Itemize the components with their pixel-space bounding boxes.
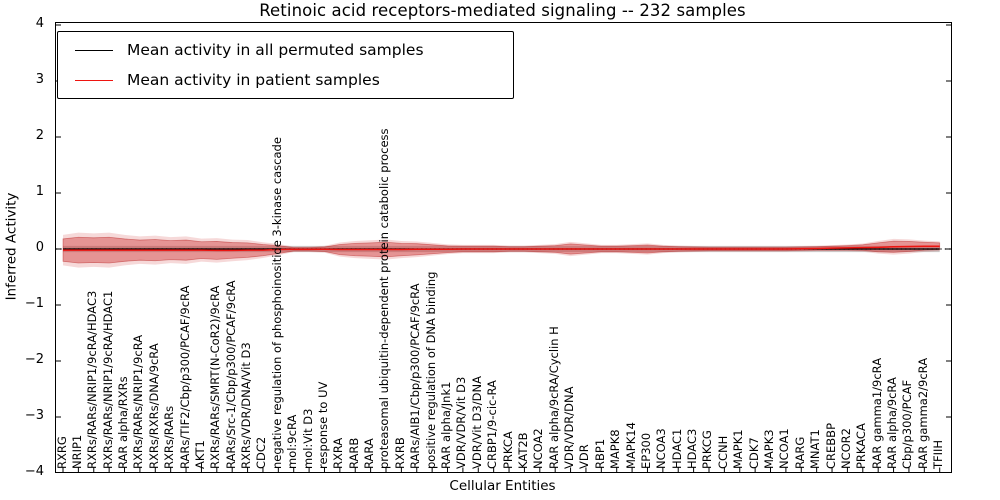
y-tick-label: 0 (35, 240, 44, 255)
x-tick-label: response to UV (315, 381, 330, 469)
chart-title: Retinoic acid receptors-mediated signali… (259, 1, 746, 20)
x-tick-label: HDAC1 (669, 428, 684, 469)
x-tick-label: RAR alpha/9cRA (885, 377, 900, 469)
permuted-line-swatch-icon (75, 49, 113, 51)
x-tick-label: RARG (792, 436, 807, 469)
x-tick-label: CCNH (715, 435, 730, 469)
x-tick-label: RXRs/RARs/NRIP1/9cRA/HDAC1 (100, 290, 115, 469)
x-tick-label: RXRB (392, 437, 407, 469)
x-tick-label: VDR (577, 444, 592, 469)
x-tick-label: RARB (346, 437, 361, 469)
y-tick-label: −3 (24, 408, 44, 423)
x-tick-label: MNAT1 (808, 429, 823, 469)
y-tick-label: 4 (35, 16, 44, 31)
x-tick-label: RAR alpha/Jnk1 (439, 381, 454, 469)
x-tick-label: MAPK14 (623, 422, 638, 469)
x-tick-label: RXRs/RARs (162, 405, 177, 469)
x-tick-label: RXRs/RARs/SMRT(N-CoR2)/9cRA (208, 285, 223, 469)
legend-label: Mean activity in patient samples (127, 71, 380, 89)
patient-band-outer (63, 232, 940, 268)
x-tick-label: NCOA3 (654, 428, 669, 469)
x-tick-label: negative regulation of phosphoinositide … (269, 137, 284, 469)
y-tick-label: 1 (35, 184, 44, 199)
x-tick-label: RBP1 (592, 438, 607, 469)
x-tick-label: AKT1 (192, 440, 207, 469)
x-tick-label: NCOA1 (777, 428, 792, 469)
x-tick-label: MAPK3 (762, 429, 776, 469)
x-tick-label: RXRA (331, 437, 346, 469)
x-tick-label: PRKCA (500, 431, 515, 469)
x-tick-label: RXRs/RARs/NRIP1/9cRA/HDAC3 (85, 290, 100, 469)
x-tick-label: RARA (362, 438, 377, 469)
x-tick-label: positive regulation of DNA binding (423, 271, 438, 469)
x-tick-label: CDK7 (746, 437, 761, 469)
x-tick-label: VDR/VDR/DNA (562, 386, 577, 470)
y-tick-label: −1 (24, 296, 44, 311)
x-tick-label: CREBBP (823, 423, 838, 469)
legend: Mean activity in all permuted samples Me… (57, 31, 514, 99)
x-tick-label: KAT2B (515, 432, 530, 469)
x-tick-label: EP300 (638, 432, 653, 469)
x-tick-label: RXRs/RARs/NRIP1/9cRA (131, 334, 146, 469)
x-tick-label: RXRs/VDR/DNA/Vit D3 (239, 342, 254, 469)
legend-entry-patient: Mean activity in patient samples (58, 65, 513, 95)
x-tick-label: RARs/Src-1/Cbp/p300/PCAF/9cRA (223, 280, 238, 469)
x-tick-label: HDAC3 (685, 428, 700, 469)
chart-canvas (56, 24, 951, 472)
x-tick-label: TFIIH (931, 439, 946, 469)
x-tick-label: RXRG (54, 436, 69, 469)
y-tick-label: 2 (35, 128, 44, 143)
x-tick-label: NCOA2 (531, 428, 546, 469)
x-tick-label: PRKACA (854, 423, 869, 469)
x-tick-label: RARs/TIF2/Cbp/p300/PCAF/9cRA (177, 285, 192, 469)
x-tick-label: RAR alpha/9cRA/Cyclin H (546, 326, 561, 469)
x-tick-label: mol:9cRA (285, 414, 300, 469)
x-tick-label: CRBP1/9-cic-RA (485, 380, 500, 469)
x-tick-label: RARs/AIB1/Cbp/p300/PCAF/9cRA (408, 283, 423, 469)
x-tick-label: RAR gamma2/9cRA (915, 357, 930, 469)
y-tick-label: −2 (24, 352, 44, 367)
legend-entry-permuted: Mean activity in all permuted samples (58, 35, 513, 65)
x-tick-label: VDR/Vit D3/DNA (469, 376, 484, 469)
x-tick-label: NCOR2 (838, 428, 853, 469)
x-tick-label: mol:Vit D3 (300, 408, 315, 469)
x-tick-label: MAPK8 (608, 429, 623, 469)
x-tick-label: VDR/VDR/Vit D3 (454, 376, 469, 469)
patient-line-swatch-icon (75, 79, 113, 81)
x-tick-label: PRKCG (700, 430, 715, 469)
x-tick-label: CDC2 (254, 436, 269, 469)
x-tick-label: Cbp/p300/PCAF (900, 379, 915, 469)
patient-mean-line (63, 245, 940, 252)
x-axis-label: Cellular Entities (449, 478, 556, 494)
y-tick-label: −4 (24, 464, 44, 479)
x-tick-label: NRIP1 (69, 434, 84, 469)
x-tick-label: proteasomal ubiquitin-dependent protein … (377, 128, 392, 469)
x-tick-label: RXRs/RXRs/DNA/9cRA (146, 343, 161, 469)
x-tick-label: RAR gamma1/9cRA (869, 357, 884, 469)
x-tick-label: MAPK1 (731, 429, 746, 469)
x-tick-label: RAR alpha/RXRs (116, 376, 131, 469)
y-tick-label: 3 (35, 72, 44, 87)
legend-label: Mean activity in all permuted samples (127, 41, 424, 59)
